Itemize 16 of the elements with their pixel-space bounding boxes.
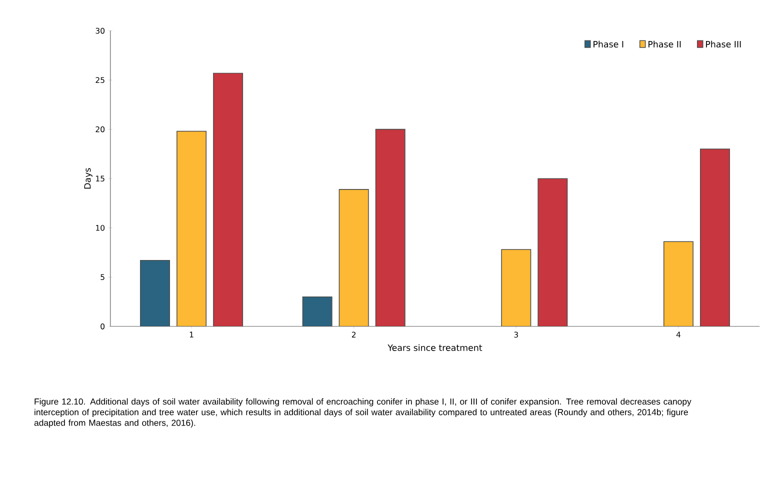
- bar: [213, 72, 244, 326]
- bar: [176, 130, 207, 326]
- legend-label: Phase II: [648, 40, 681, 48]
- bar: [338, 188, 369, 326]
- caption: Figure 12.10. Additional days of soil water availability following removal of encroaching conifer in phase I, II, or III of conifer expansion. Tree removal decreases canopy interception of precipitation and tree water use, which results in additional days of soil water availability compared to untreated areas (Roundy and others, 2014b; figure adapted from Maestas and others, 2016).: [34, 398, 692, 428]
- legend-label: Phase III: [706, 40, 741, 48]
- bar: [700, 148, 730, 326]
- bar: [302, 296, 332, 326]
- bar: [375, 128, 406, 326]
- bar: [140, 260, 170, 326]
- bar: [501, 249, 532, 326]
- x-axis-title: Years since treatment: [388, 344, 482, 351]
- legend-label: Phase I: [594, 40, 624, 48]
- bar: [538, 178, 568, 326]
- bar: [663, 241, 694, 326]
- y-axis-title: Days: [84, 168, 92, 189]
